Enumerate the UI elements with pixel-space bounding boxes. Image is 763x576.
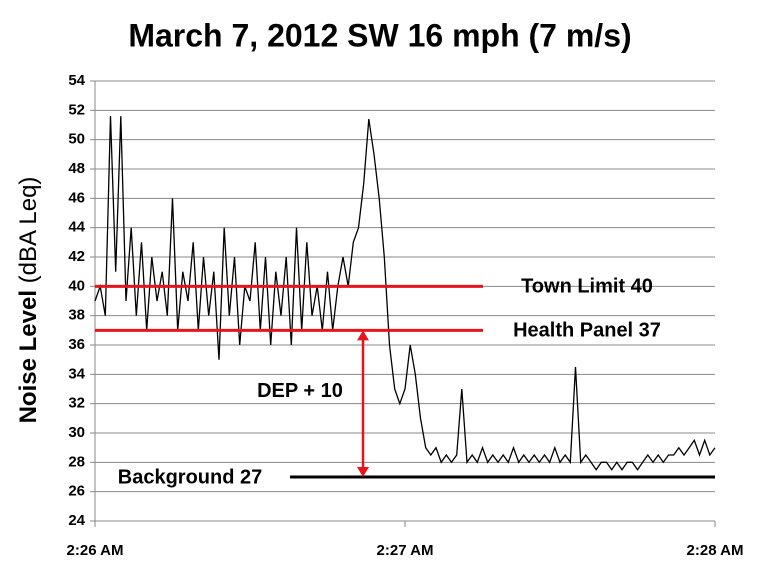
x-tick-label: 2:27 AM bbox=[377, 542, 434, 559]
y-tick-label: 24 bbox=[68, 512, 85, 529]
y-tick-label: 44 bbox=[68, 219, 85, 236]
y-axis-title: Noise Level bbox=[15, 290, 42, 423]
y-tick-label: 34 bbox=[68, 365, 85, 382]
y-axis-unit: (dBA Leq) bbox=[15, 177, 42, 284]
y-axis-label: Noise Level (dBA Leq) bbox=[15, 177, 42, 424]
y-tick-label: 32 bbox=[68, 395, 85, 412]
y-tick-label: 48 bbox=[68, 160, 85, 177]
y-tick-label: 36 bbox=[68, 336, 85, 353]
x-tick-label: 2:26 AM bbox=[67, 542, 124, 559]
y-tick-label: 52 bbox=[68, 101, 85, 118]
y-tick-label: 50 bbox=[68, 131, 85, 148]
reference-label: Background 27 bbox=[118, 466, 262, 488]
arrow-head bbox=[357, 467, 369, 477]
chart-title: March 7, 2012 SW 16 mph (7 m/s) bbox=[128, 17, 631, 53]
arrow-head bbox=[357, 330, 369, 341]
y-tick-label: 30 bbox=[68, 424, 85, 441]
y-tick-label: 38 bbox=[68, 307, 85, 324]
reference-label: Health Panel 37 bbox=[513, 320, 661, 342]
y-tick-label: 54 bbox=[68, 72, 85, 89]
y-tick-label: 42 bbox=[68, 248, 85, 265]
y-tick-label: 46 bbox=[68, 189, 85, 206]
y-tick-label: 26 bbox=[68, 483, 85, 500]
y-tick-label: 40 bbox=[68, 277, 85, 294]
reference-label: Town Limit 40 bbox=[521, 276, 653, 298]
y-tick-label: 28 bbox=[68, 453, 85, 470]
annotation-text: DEP + 10 bbox=[257, 380, 343, 402]
x-tick-label: 2:28 AM bbox=[687, 542, 744, 559]
